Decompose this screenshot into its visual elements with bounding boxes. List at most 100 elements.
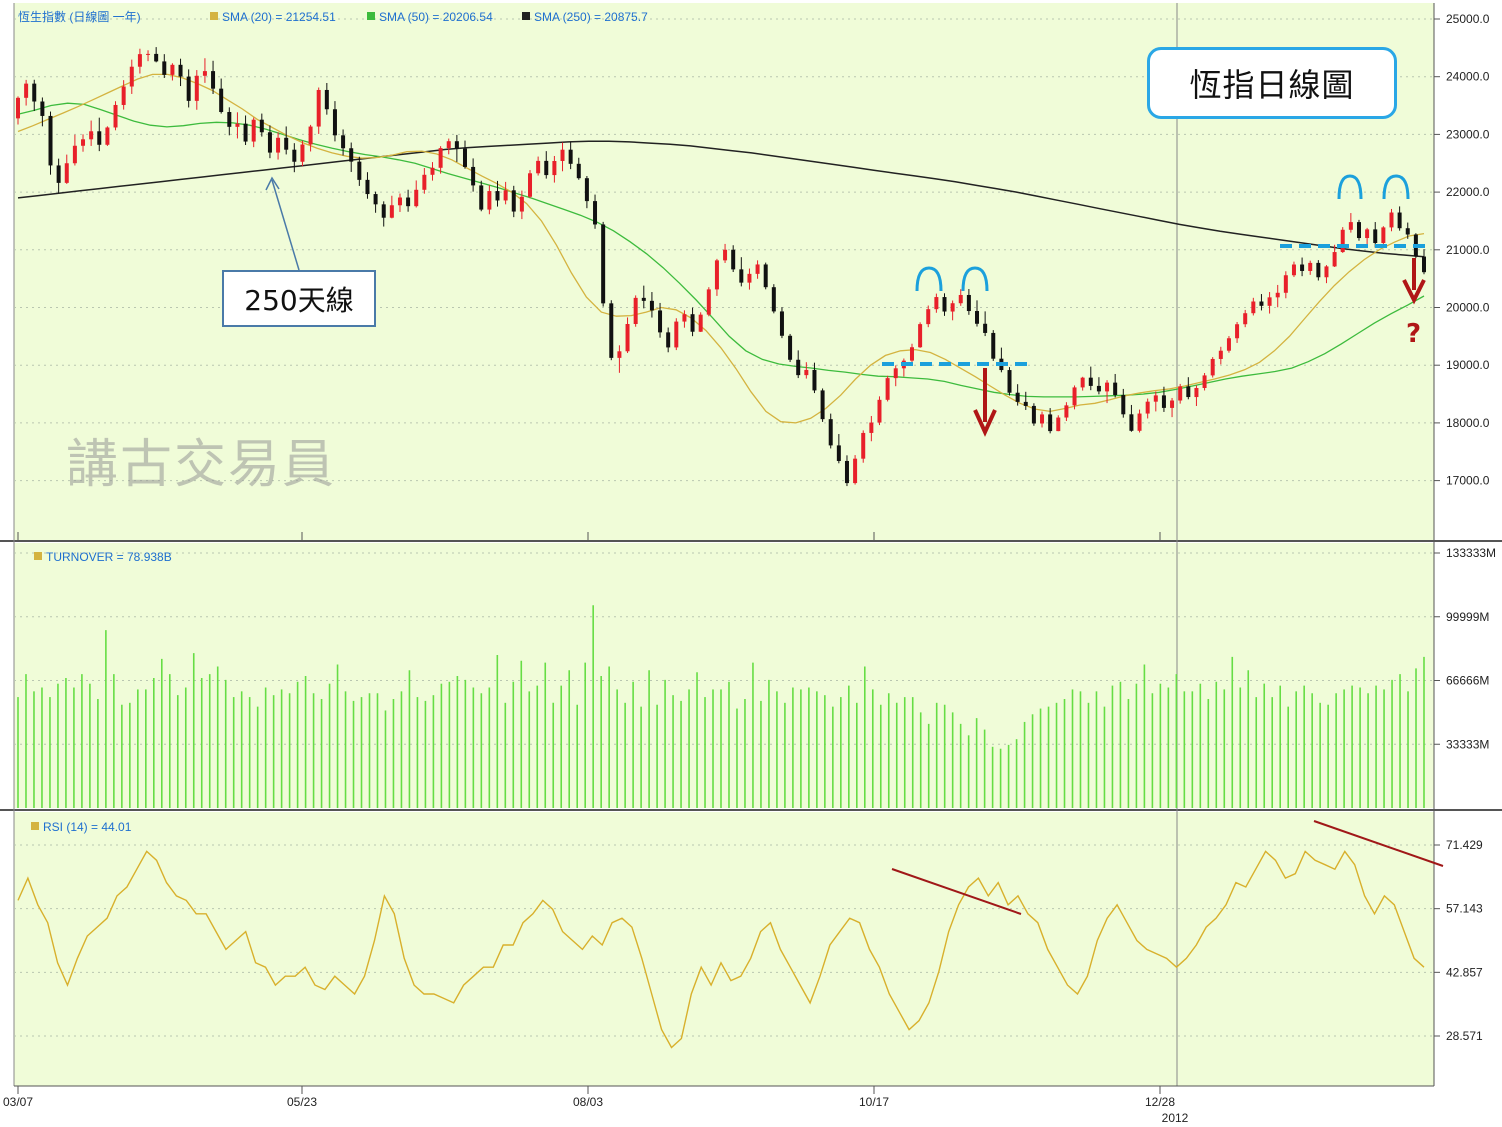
candle-body [389,205,394,218]
candle-body [1040,414,1045,424]
turnover-legend-label: TURNOVER = 78.938B [46,550,172,564]
candle-body [763,264,768,288]
chart-title-callout: 恆指日線圖 [1147,47,1397,119]
candle-body [714,260,719,290]
candle-body [332,109,337,136]
candle-body [926,309,931,325]
candle-body [812,369,817,391]
candle-body [1064,405,1069,418]
arch-icon-3 [1337,174,1363,200]
candle-body [446,141,451,149]
arch-icon-1 [915,266,943,292]
candle-body [72,145,77,164]
candle-body [219,88,224,113]
candle-body [349,148,354,162]
candle-body [1324,266,1329,278]
candle-body [779,311,784,336]
candle-body [1267,297,1272,306]
candle-body [755,264,760,274]
candle-body [1340,229,1345,253]
candle-body [381,204,386,218]
candle-body [24,83,29,98]
candle-body [853,458,858,484]
candle-body [1291,264,1296,276]
ma-callout-pointer [271,179,300,271]
candle-body [950,303,955,312]
candle-body [235,123,240,127]
candle-body [129,66,134,87]
candle-body [1129,414,1134,431]
candle-body [121,86,126,105]
candle-body [276,137,281,153]
candle-body [1170,400,1175,408]
candle-body [64,163,69,183]
rsi-trendline-left [891,868,1022,915]
x-tick-label: 05/23 [287,1095,317,1109]
candle-body [341,135,346,149]
rsi-legend-label: RSI (14) = 44.01 [43,820,132,834]
price-tick-label: 17000.0 [1446,474,1490,488]
candle-body [1356,222,1361,239]
turnover-panel-bg [14,543,1434,808]
down-arrow-icon [973,368,997,437]
candle-body [1031,405,1036,424]
candle-body [113,104,118,128]
candle-body [771,287,776,312]
rsi-polyline [17,850,1425,1049]
candle-body [723,249,728,261]
candle-body [137,54,142,67]
price-tick-label: 19000.0 [1446,358,1490,372]
candle-body [706,289,711,315]
candle-body [991,332,996,359]
turnover-tick-label: 66666M [1446,674,1489,688]
candle-body [796,359,801,376]
candle-body [89,131,94,140]
turnover-gridlines [14,552,1434,745]
candle-body [747,273,752,283]
candle-body [528,173,533,197]
price-tick-labels: 25000.0 24000.0 23000.0 22000.0 21000.0 20000… [1434,12,1490,488]
x-tick-label: 12/28 [1145,1095,1175,1109]
x-tick-label: 08/03 [573,1095,603,1109]
candle-body [698,314,703,332]
candle-body [536,160,541,174]
candle-body [1186,386,1191,398]
candle-body [609,303,614,358]
turnover-bars [17,605,1425,808]
watermark-text: 講古交易員 [66,435,337,495]
candle-body [519,196,524,212]
candle-body [357,161,362,180]
candle-body [584,178,589,202]
candle-body [243,123,248,142]
rsi-tick-label: 57.143 [1446,902,1483,916]
turnover-legend-swatch [34,552,42,560]
candle-body [1308,262,1313,271]
candle-body [365,179,370,195]
candle-body [1113,382,1118,396]
candle-body [1422,256,1426,273]
candle-body [1015,392,1020,402]
candle-body [251,119,256,142]
candle-body [552,160,557,176]
candle-body [1283,275,1288,293]
candle-body [1235,324,1240,339]
candle-body [601,224,606,304]
candle-body [300,144,305,162]
candle-body [666,332,671,348]
candle-body [178,64,183,77]
candle-body [503,190,508,201]
candle-body [40,101,45,116]
turnover-tick-label: 99999M [1446,610,1489,624]
price-tick-label: 25000.0 [1446,12,1490,26]
arch-icon-4 [1382,174,1410,200]
candle-body [658,310,663,333]
candle-body [975,311,980,324]
candle-body [836,445,841,461]
candle-body [422,174,427,190]
ma250-callout: 250天線 [222,270,376,327]
candle-body [934,297,939,310]
candle-body [495,191,500,201]
turnover-tick-label: 33333M [1446,737,1489,751]
candle-body [649,300,654,311]
